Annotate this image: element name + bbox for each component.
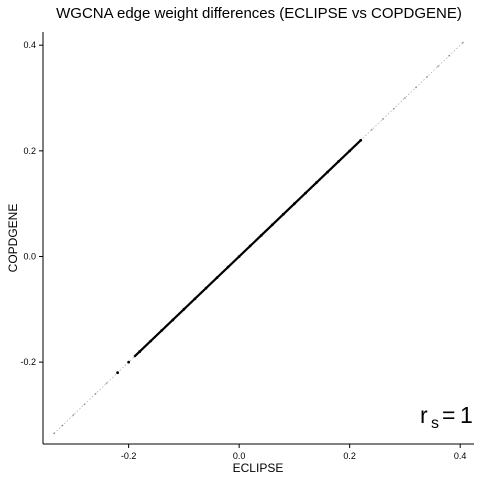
- x-axis-ticks: -0.2 0.0 0.2 0.4: [121, 444, 467, 461]
- x-tick-label: -0.2: [121, 451, 137, 461]
- data-point: [94, 392, 97, 395]
- data-point: [370, 128, 373, 131]
- annotation-r: r: [420, 402, 428, 428]
- data-point: [381, 118, 384, 121]
- x-tick-label: 0.2: [343, 451, 356, 461]
- data-point: [404, 97, 406, 99]
- x-tick-label: 0.0: [233, 451, 246, 461]
- y-tick-label: 0.2: [23, 146, 36, 156]
- spearman-annotation: r s = 1: [420, 402, 473, 432]
- data-point: [72, 414, 75, 416]
- data-point: [392, 107, 395, 110]
- data-point: [462, 41, 464, 44]
- data-point: [61, 424, 64, 427]
- data-point: [105, 382, 108, 385]
- dense-point-band: [133, 139, 362, 358]
- data-point: [53, 432, 55, 435]
- data-point: [116, 371, 119, 375]
- annotation-subscript: s: [431, 415, 439, 432]
- data-point: [448, 54, 451, 57]
- data-point: [127, 360, 131, 364]
- data-point: [83, 403, 86, 406]
- data-points: [53, 41, 464, 435]
- chart-title: WGCNA edge weight differences (ECLIPSE v…: [56, 5, 462, 22]
- data-point: [415, 86, 417, 89]
- x-tick-label: 0.4: [454, 451, 467, 461]
- y-tick-label: 0.4: [23, 40, 36, 50]
- y-axis-ticks: -0.2 0.0 0.2 0.4: [20, 40, 43, 367]
- data-point: [426, 75, 428, 78]
- y-tick-label: -0.2: [20, 357, 36, 367]
- data-point: [437, 65, 439, 68]
- annotation-value: 1: [460, 402, 473, 428]
- y-tick-label: 0.0: [23, 251, 36, 261]
- y-axis-label: COPDGENE: [6, 204, 20, 273]
- annotation-operator: =: [442, 402, 455, 428]
- x-axis-label: ECLIPSE: [233, 461, 284, 475]
